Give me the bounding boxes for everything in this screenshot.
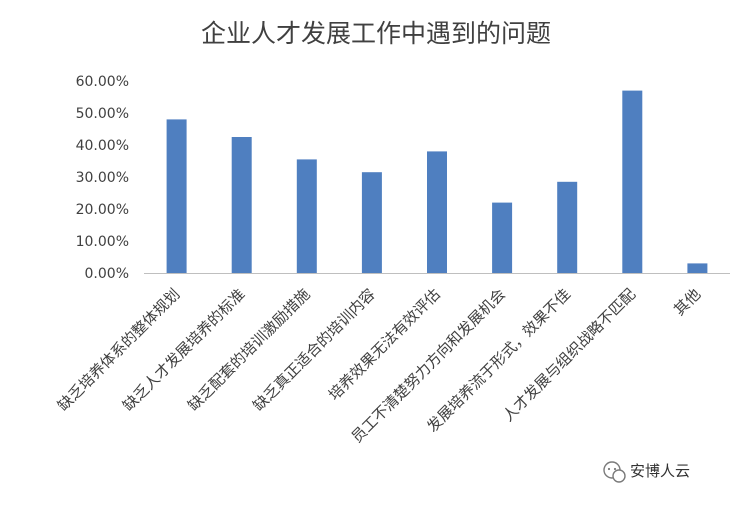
y-tick-label: 40.00% [76, 138, 129, 154]
wechat-icon [603, 461, 626, 483]
bar [687, 263, 708, 273]
y-tick-label: 60.00% [76, 74, 129, 90]
watermark-text: 安博人云 [630, 462, 690, 480]
x-tick-label: 缺乏配套的培训激励措施 [184, 285, 313, 414]
y-tick-label: 20.00% [76, 202, 129, 218]
chart-title: 企业人才发展工作中遇到的问题 [201, 19, 551, 48]
category-labels: 缺乏培养体系的整体规划缺乏人才发展培养的标准缺乏配套的培训激励措施缺乏真正适合的… [54, 285, 704, 446]
bar [622, 90, 643, 273]
y-tick-label: 0.00% [85, 266, 129, 282]
y-tick-label: 30.00% [76, 170, 129, 186]
y-axis: 0.00% 10.00% 20.00% 30.00% 40.00% 50.00% 60.00… [76, 74, 129, 282]
x-tick-label: 缺乏真正适合的培训内容 [249, 285, 378, 414]
x-tick-label: 其他 [670, 285, 704, 319]
bar [427, 151, 447, 273]
bar [231, 137, 252, 273]
x-tick-label: 培养效果无法有效评估 [325, 285, 444, 404]
x-tick-label: 人才发展与组织战略不匹配 [499, 285, 639, 425]
bar [296, 159, 317, 273]
bar [361, 172, 382, 273]
bar [492, 202, 513, 273]
bar [557, 181, 578, 273]
bar [166, 119, 187, 274]
y-tick-label: 50.00% [76, 106, 129, 122]
y-tick-label: 10.00% [76, 234, 129, 250]
x-tick-label: 缺乏培养体系的整体规划 [54, 285, 183, 414]
x-tick-label: 缺乏人才发展培养的标准 [119, 285, 248, 414]
bars [166, 90, 708, 274]
watermark: 安博人云 [603, 461, 690, 483]
